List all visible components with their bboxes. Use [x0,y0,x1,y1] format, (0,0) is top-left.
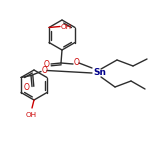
Text: O: O [24,83,30,92]
Text: Sn: Sn [93,67,106,76]
Text: O: O [42,66,47,75]
Text: O: O [44,60,50,69]
Text: OH: OH [60,24,72,30]
Text: O: O [74,58,80,67]
Text: OH: OH [26,112,37,118]
